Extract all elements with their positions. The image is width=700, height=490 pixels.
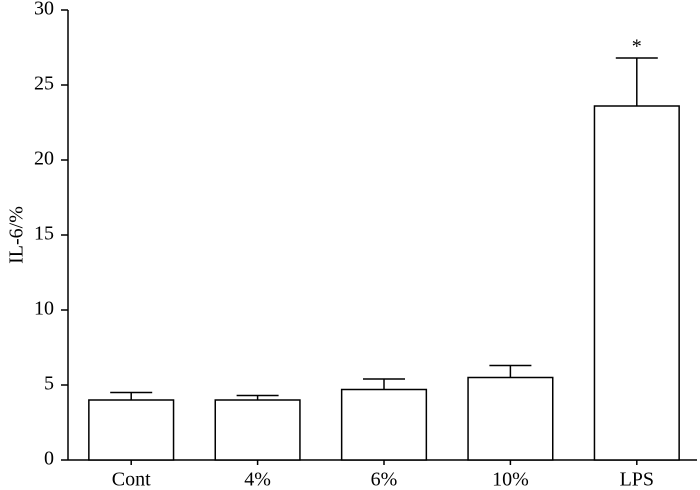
- x-tick-label: 10%: [492, 469, 529, 490]
- bar: [467, 376, 554, 461]
- y-tick-label: 25: [34, 73, 54, 95]
- bar: [593, 105, 680, 461]
- y-tick-label: 10: [34, 298, 54, 320]
- y-tick-label: 5: [44, 373, 54, 395]
- x-tick-label: 4%: [244, 469, 271, 490]
- x-tick-label: Cont: [112, 469, 151, 490]
- significance-label: *: [632, 36, 642, 58]
- x-tick-label: 6%: [371, 469, 398, 490]
- bar: [88, 399, 175, 461]
- x-tick-label: LPS: [620, 469, 654, 490]
- y-tick-label: 20: [34, 148, 54, 170]
- y-tick-label: 0: [44, 448, 54, 470]
- y-tick-label: 15: [34, 223, 54, 245]
- bar: [214, 399, 301, 461]
- y-axis-label: IL-6/%: [6, 206, 28, 264]
- bar: [340, 388, 428, 461]
- y-tick-label: 30: [34, 0, 54, 20]
